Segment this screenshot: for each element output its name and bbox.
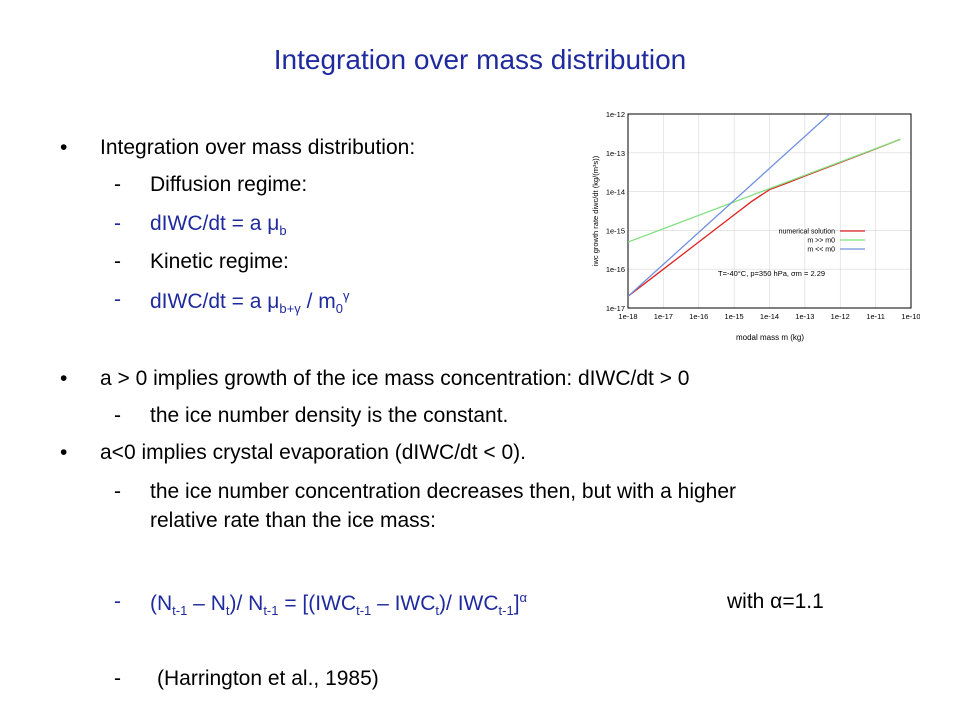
series-line-1 [628, 138, 901, 243]
equation-kinetic: dIWC/dt = a μb+γ / m0γ [150, 288, 350, 316]
sub-item-text: Diffusion regime: [150, 173, 308, 196]
y-tick-label: 1e-17 [606, 304, 625, 313]
x-tick-label: 1e-18 [618, 312, 637, 321]
bullet-text: a > 0 implies growth of the ice mass con… [100, 367, 690, 390]
bullet-marker: • [60, 136, 68, 159]
bullet-marker: • [60, 441, 68, 464]
dash-marker: - [114, 404, 121, 427]
x-axis-label: modal mass m (kg) [736, 333, 804, 342]
dash-marker: - [114, 288, 121, 311]
sub-item-text: Kinetic regime: [150, 250, 289, 273]
x-tick-label: 1e-17 [654, 312, 673, 321]
chart-legend: numerical solution m >> m0 m << m0 [779, 229, 865, 254]
y-tick-label: 1e-14 [606, 188, 625, 197]
bullet-text: a<0 implies crystal evaporation (dIWC/dt… [100, 441, 527, 464]
y-tick-label: 1e-13 [606, 149, 625, 158]
sub-item-text: the ice number density is the constant. [150, 404, 509, 427]
legend-label: numerical solution [779, 229, 836, 236]
dash-marker: - [114, 173, 121, 196]
alpha-value: with α=1.1 [727, 590, 824, 613]
x-tick-label: 1e-12 [831, 312, 850, 321]
y-tick-label: 1e-15 [606, 226, 625, 235]
dash-marker: - [114, 590, 121, 613]
legend-label: m << m0 [807, 247, 835, 254]
dash-marker: - [114, 212, 121, 235]
plot-frame [627, 113, 912, 309]
sub-item-text: relative rate than the ice mass: [150, 509, 436, 532]
x-tick-label: 1e-14 [760, 312, 779, 321]
bullet-marker: • [60, 367, 68, 390]
series-line-2 [628, 114, 831, 297]
y-tick-label: 1e-16 [606, 265, 625, 274]
y-axis-label: iwc growth rate diwc/dt (kg/(m³s)) [591, 155, 600, 266]
dash-marker: - [114, 480, 121, 503]
x-tick-label: 1e-11 [866, 312, 885, 321]
equation-number-concentration: (Nt-1 – Nt)/ Nt-1 = [(IWCt-1 – IWCt)/ IW… [150, 590, 528, 618]
x-tick-label: 1e-13 [795, 312, 814, 321]
chart-annotation: T=-40°C, p=350 hPa, σm = 2.29 [718, 269, 825, 278]
bullet-text: Integration over mass distribution: [100, 136, 416, 159]
x-tick-label: 1e-10 [901, 312, 920, 321]
legend-label: m >> m0 [807, 238, 835, 245]
reference-text: (Harrington et al., 1985) [157, 667, 379, 690]
dash-marker: - [114, 250, 121, 273]
y-tick-label: 1e-12 [606, 110, 625, 119]
sub-item-text: the ice number concentration decreases t… [150, 480, 737, 503]
dash-marker: - [114, 667, 121, 690]
x-tick-label: 1e-16 [689, 312, 708, 321]
equation-diffusion: dIWC/dt = a μb [150, 212, 287, 238]
x-tick-label: 1e-15 [725, 312, 744, 321]
growth-rate-chart: 1e-18 1e-17 1e-16 1e-15 1e-14 1e-13 1e-12 1e-11… [591, 110, 920, 342]
slide-title: Integration over mass distribution [273, 44, 687, 75]
chart-grid [627, 113, 912, 309]
